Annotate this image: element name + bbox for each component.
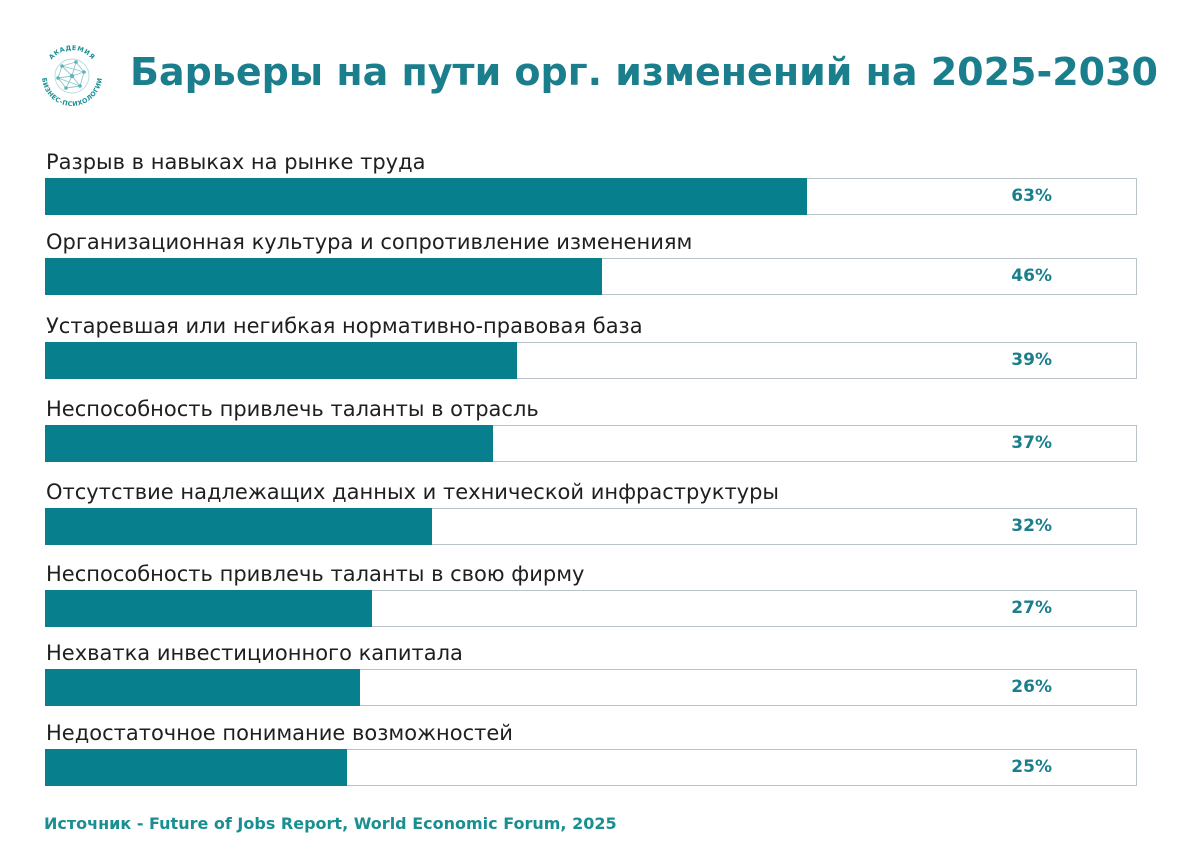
bar-label: Разрыв в навыках на рынке труда — [46, 150, 426, 174]
bar-label: Неспособность привлечь таланты в свою фи… — [46, 562, 585, 586]
bar — [45, 508, 432, 545]
bar-track: 37% — [45, 425, 1137, 462]
bar-track: 63% — [45, 178, 1137, 215]
bar-value-label: 46% — [1011, 266, 1052, 286]
bar — [45, 342, 517, 379]
bar-label: Устаревшая или негибкая нормативно-право… — [46, 314, 643, 338]
bar — [45, 749, 347, 786]
bar-label: Отсутствие надлежащих данных и техническ… — [46, 480, 780, 504]
bar-track: 27% — [45, 590, 1137, 627]
bar-value-label: 63% — [1011, 186, 1052, 206]
page-title: Барьеры на пути орг. изменений на 2025-2… — [130, 50, 1158, 94]
bar-label: Неспособность привлечь таланты в отрасль — [46, 397, 539, 421]
source-note: Источник - Future of Jobs Report, World … — [44, 814, 617, 833]
bar-track: 25% — [45, 749, 1137, 786]
bar-label: Недостаточное понимание возможностей — [46, 721, 513, 745]
bar — [45, 669, 360, 706]
bar-track: 46% — [45, 258, 1137, 295]
bar-value-label: 27% — [1011, 598, 1052, 618]
bar-value-label: 32% — [1011, 516, 1052, 536]
bar-value-label: 37% — [1011, 433, 1052, 453]
bar-value-label: 39% — [1011, 350, 1052, 370]
bar-value-label: 26% — [1011, 677, 1052, 697]
bar — [45, 425, 493, 462]
bar — [45, 178, 807, 215]
bar-track: 39% — [45, 342, 1137, 379]
academy-logo: АКАДЕМИЯ БИЗНЕС-ПСИХОЛОГИИ — [40, 44, 104, 108]
bar-track: 26% — [45, 669, 1137, 706]
bar-label: Организационная культура и сопротивление… — [46, 230, 693, 254]
bar-track: 32% — [45, 508, 1137, 545]
bar — [45, 590, 372, 627]
bar-value-label: 25% — [1011, 757, 1052, 777]
bar-label: Нехватка инвестиционного капитала — [46, 641, 463, 665]
bar — [45, 258, 602, 295]
